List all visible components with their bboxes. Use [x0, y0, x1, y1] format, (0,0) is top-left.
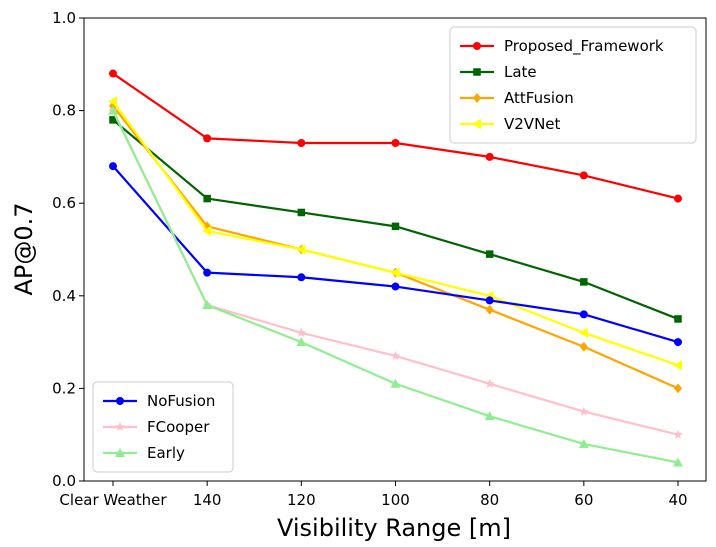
data-point — [485, 250, 494, 258]
data-point — [202, 225, 212, 236]
legend-label: V2VNet — [504, 115, 561, 133]
legend-item-proposed-framework: Proposed_Framework — [460, 37, 664, 56]
data-point — [297, 273, 306, 282]
data-point — [484, 378, 495, 388]
x-tick-label: 140 — [193, 491, 222, 509]
data-point — [579, 171, 588, 180]
legend-marker — [473, 42, 481, 50]
legend-marker — [473, 68, 481, 76]
data-point — [484, 411, 495, 421]
legend-marker — [472, 119, 481, 129]
data-point — [109, 69, 117, 78]
data-point — [296, 244, 306, 255]
data-point — [391, 222, 400, 231]
data-point — [203, 268, 212, 277]
legend-label: Late — [504, 63, 537, 81]
x-tick-label: 100 — [381, 491, 410, 509]
data-point — [296, 327, 307, 337]
legend-item-fcooper: FCooper — [103, 418, 210, 436]
data-point — [108, 96, 117, 107]
x-tick-label: 40 — [668, 491, 687, 509]
plot-area: 0.0 0.2 0.4 0.6 0.8 1.0 Clear Weather 140 120 100… — [52, 9, 707, 509]
data-point — [580, 278, 588, 286]
data-point — [673, 360, 682, 371]
data-point — [674, 315, 682, 323]
data-point — [673, 457, 683, 467]
series-line — [112, 105, 679, 390]
data-point — [203, 134, 212, 143]
legend-marker — [115, 448, 125, 457]
data-point — [485, 152, 494, 161]
x-axis-label: Visibility Range [m] — [277, 514, 511, 542]
legend-box — [449, 26, 697, 144]
data-point — [390, 267, 400, 278]
series-nofusion — [109, 162, 682, 347]
legend-label: FCooper — [147, 418, 210, 436]
y-tick-label: 0.6 — [52, 194, 76, 212]
legend-label: Proposed_Framework — [504, 37, 664, 56]
data-point — [202, 300, 213, 310]
legend-label: NoFusion — [147, 392, 215, 410]
data-point — [485, 296, 494, 305]
data-point — [297, 139, 306, 148]
data-point — [674, 338, 682, 347]
data-point — [674, 194, 682, 203]
data-point — [578, 327, 588, 338]
data-point — [578, 438, 589, 448]
legend-marker — [116, 397, 124, 405]
series-late — [109, 116, 682, 323]
legend-marker — [115, 422, 125, 432]
y-tick-label: 0.8 — [52, 102, 76, 120]
legend-bottom-left: NoFusion FCooper Early — [92, 381, 234, 473]
data-point — [391, 282, 400, 291]
series-proposed-framework — [109, 69, 682, 203]
x-tick-label: Clear Weather — [59, 491, 167, 509]
x-tick-label: 120 — [287, 491, 316, 509]
y-tick-label: 1.0 — [52, 9, 76, 27]
data-point — [579, 406, 589, 416]
legend-item-nofusion: NoFusion — [103, 392, 215, 410]
y-tick-label: 0.0 — [52, 472, 76, 490]
legend-top-right: Proposed_Framework Late AttFusion V2VNet — [449, 26, 697, 144]
legend-marker — [473, 93, 481, 103]
data-point — [579, 341, 588, 352]
x-tick-label: 80 — [480, 491, 499, 509]
data-point — [673, 429, 683, 439]
y-tick-label: 0.2 — [52, 379, 76, 397]
legend-box — [92, 381, 234, 473]
data-point — [108, 105, 118, 115]
data-point — [390, 350, 401, 361]
legend-label: AttFusion — [504, 89, 574, 107]
data-point — [485, 304, 494, 315]
legend-item-late: Late — [460, 63, 537, 81]
data-point — [579, 310, 588, 319]
legend-item-v2vnet: V2VNet — [460, 115, 561, 133]
legend-label: Early — [147, 444, 185, 462]
y-axis-label: AP@0.7 — [10, 202, 38, 295]
series-early — [108, 105, 683, 467]
x-tick-label: 60 — [574, 491, 593, 509]
y-tick-label: 0.4 — [52, 287, 76, 305]
data-point — [109, 162, 117, 171]
legend-item-attfusion: AttFusion — [460, 89, 574, 107]
data-point — [296, 337, 307, 347]
data-point — [674, 383, 682, 394]
legend-item-early: Early — [103, 444, 185, 462]
series-line — [112, 165, 679, 344]
data-point — [203, 194, 211, 203]
data-point — [297, 208, 306, 217]
data-point — [391, 139, 400, 148]
data-point — [390, 378, 401, 388]
data-point — [109, 116, 117, 124]
